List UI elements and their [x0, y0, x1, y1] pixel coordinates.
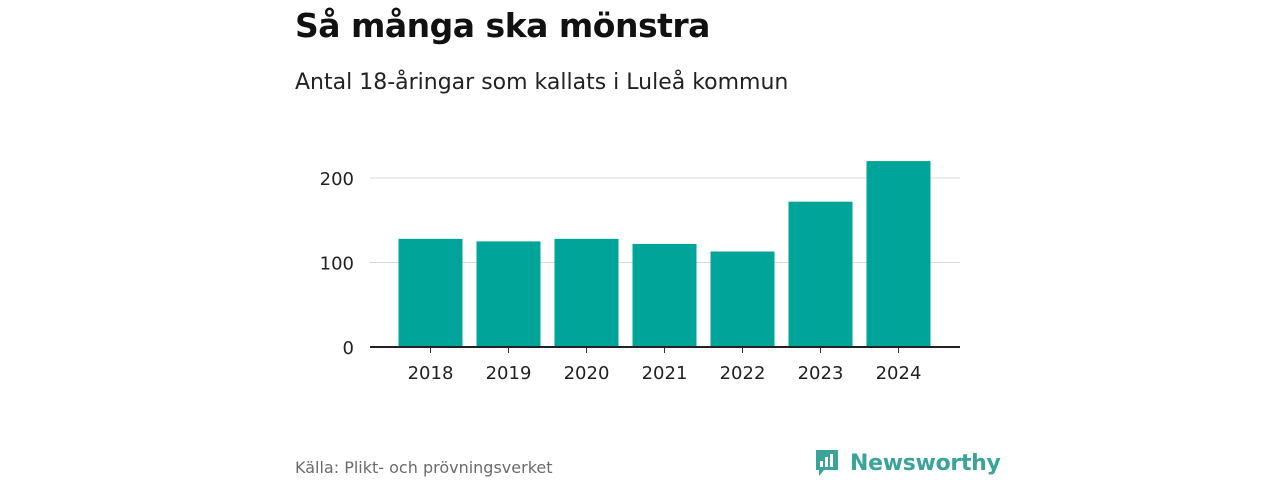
brand-logo: Newsworthy — [814, 447, 1001, 479]
bar-2023 — [788, 201, 853, 347]
x-tick-label-2018: 2018 — [408, 363, 454, 384]
bar-2024 — [866, 161, 931, 347]
bar-2019 — [476, 241, 541, 347]
bar-chart: 0 100 200 2018 2019 2020 2021 2022 2023 2024 — [320, 161, 960, 384]
y-tick-label-0: 0 — [343, 338, 354, 359]
y-tick-label-100: 100 — [320, 254, 354, 275]
x-tick-label-2019: 2019 — [486, 363, 532, 384]
bar-2021 — [632, 243, 697, 347]
x-tick-label-2022: 2022 — [720, 363, 766, 384]
y-tick-label-200: 200 — [320, 169, 354, 190]
chart-subtitle: Antal 18-åringar som kallats i Luleå kom… — [295, 70, 789, 95]
brand-name: Newsworthy — [850, 450, 1001, 476]
x-tick-label-2021: 2021 — [642, 363, 688, 384]
x-tick-label-2024: 2024 — [876, 363, 922, 384]
x-tick-label-2020: 2020 — [564, 363, 610, 384]
x-tick-label-2023: 2023 — [798, 363, 844, 384]
source-note: Källa: Plikt- och prövningsverket — [295, 458, 553, 477]
chart-title: Så många ska mönstra — [295, 6, 710, 45]
bar-2022 — [710, 251, 775, 347]
bar-2020 — [554, 238, 619, 347]
bar-2018 — [398, 238, 463, 347]
newsworthy-logo-icon — [816, 450, 838, 476]
